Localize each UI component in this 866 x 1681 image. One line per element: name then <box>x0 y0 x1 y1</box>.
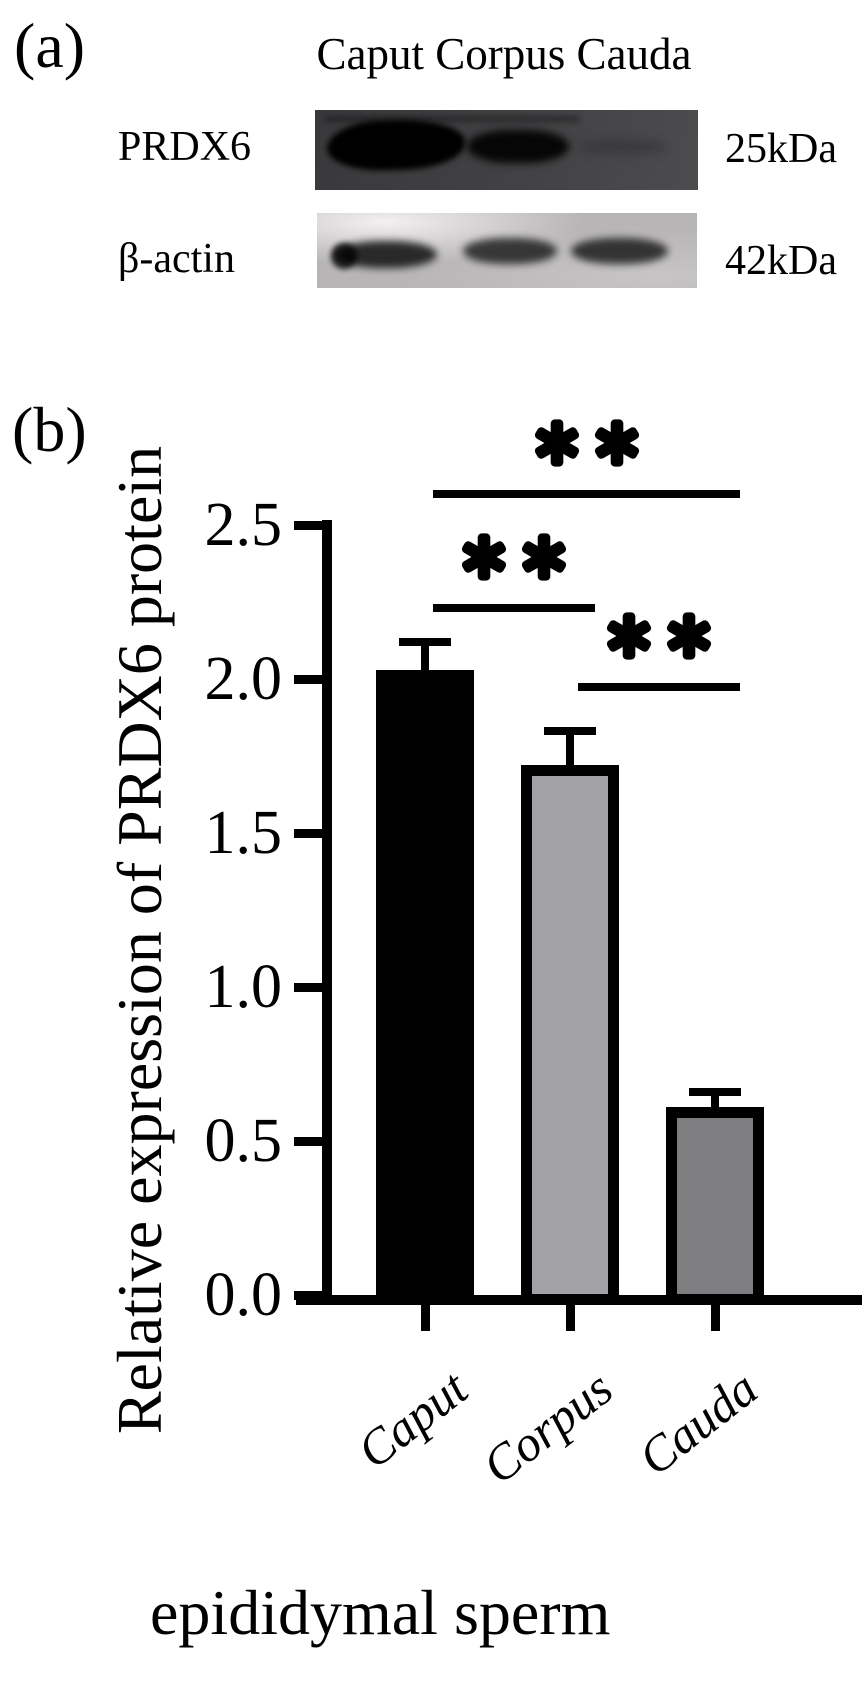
sig-stars-caput-cauda <box>525 414 649 470</box>
bar-cauda <box>666 1107 764 1305</box>
sig-stars-corpus-cauda <box>597 607 721 663</box>
blot-weight-42kda: 42kDa <box>725 238 837 284</box>
panel-b-letter: (b) <box>12 394 87 465</box>
prdx6-band-caput <box>326 118 466 172</box>
bar-caput <box>376 669 474 1305</box>
y-axis-line <box>322 520 332 1305</box>
prdx6-top-smear <box>325 116 580 122</box>
panel-a-letter: (a) <box>14 10 86 81</box>
prdx6-band-cauda <box>577 140 669 154</box>
y-tick-label-2-5: 2.5 <box>204 491 283 559</box>
y-tick-1-0 <box>294 983 322 992</box>
prdx6-band-corpus <box>467 130 569 163</box>
y-tick-label-0-0: 0.0 <box>204 1261 283 1329</box>
x-tick-caput <box>421 1305 430 1331</box>
blot-weight-25kda: 25kDa <box>725 126 837 172</box>
y-tick-label-1-0: 1.0 <box>204 953 283 1021</box>
actin-band-caput-knot <box>331 243 357 269</box>
sig-line-caput-cauda <box>433 490 740 498</box>
x-tick-corpus <box>566 1305 575 1331</box>
actin-band-cauda <box>571 238 668 264</box>
y-tick-0-0 <box>294 1291 322 1300</box>
y-tick-2-5 <box>294 521 322 530</box>
sig-line-corpus-cauda <box>578 683 740 691</box>
y-tick-2-0 <box>294 675 322 684</box>
blot-row-label-prdx6: PRDX6 <box>118 124 252 170</box>
sig-line-caput-corpus <box>433 604 595 612</box>
y-tick-label-2-0: 2.0 <box>204 645 283 713</box>
actin-band-corpus <box>463 238 557 264</box>
x-tick-cauda <box>711 1305 720 1331</box>
blot-lane-header: Caput Corpus Cauda <box>316 29 692 79</box>
y-tick-1-5 <box>294 829 322 838</box>
y-tick-label-0-5: 0.5 <box>204 1107 283 1175</box>
blot-row-label-actin: β-actin <box>118 236 235 282</box>
x-axis-title: epididymal sperm <box>150 1577 611 1648</box>
y-tick-0-5 <box>294 1137 322 1146</box>
actin-blot-image <box>317 213 697 288</box>
y-tick-label-1-5: 1.5 <box>204 799 283 867</box>
prdx6-blot-image <box>315 110 698 190</box>
bar-corpus <box>521 765 619 1305</box>
sig-stars-caput-corpus <box>452 528 576 584</box>
